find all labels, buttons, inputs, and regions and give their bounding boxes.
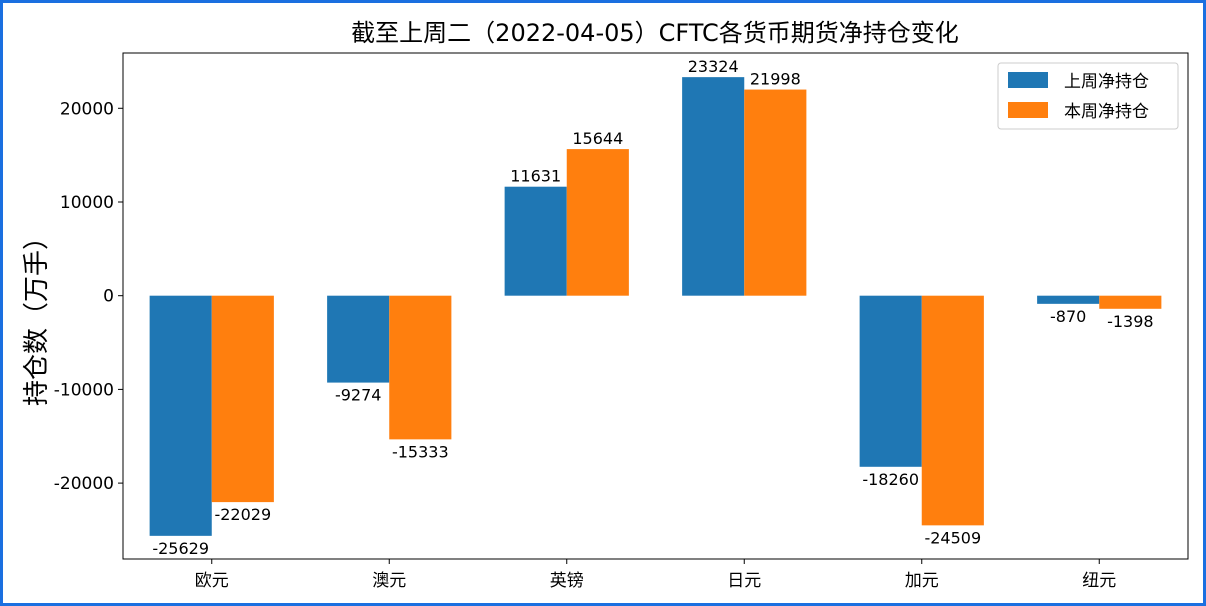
- y-tick-label: -10000: [54, 380, 114, 400]
- x-tick-label: 澳元: [372, 571, 406, 591]
- x-tick-label: 英镑: [550, 571, 584, 591]
- legend-swatch: [1008, 72, 1048, 88]
- data-label: -870: [1050, 307, 1086, 326]
- data-label: -22029: [214, 505, 271, 524]
- data-label: 21998: [750, 70, 801, 89]
- x-tick-label: 欧元: [195, 571, 229, 591]
- data-label: -18260: [862, 470, 919, 489]
- y-axis-label: 持仓数（万手）: [22, 224, 52, 406]
- bar: [859, 295, 922, 467]
- y-tick-label: 10000: [60, 193, 114, 213]
- bar: [921, 295, 984, 526]
- plot-area: -20000 -10000 0 10000 20000 欧元 澳元 英镑 日元 加元 纽元 -2562…: [54, 52, 1189, 591]
- legend-label: 上周净持仓: [1064, 72, 1149, 92]
- bar: [389, 295, 452, 440]
- bar-chart: 截至上周二（2022-04-05）CFTC各货币期货净持仓变化 持仓数（万手） …: [22, 19, 1189, 591]
- data-label: 11631: [510, 167, 561, 186]
- bar: [566, 149, 629, 296]
- bar: [149, 295, 212, 536]
- plot-border: [122, 52, 1189, 560]
- bar: [1099, 295, 1162, 309]
- legend-label: 本周净持仓: [1064, 102, 1149, 122]
- y-tick-label: 20000: [60, 99, 114, 119]
- chart-title: 截至上周二（2022-04-05）CFTC各货币期货净持仓变化: [351, 19, 959, 47]
- y-tick-label: 0: [103, 287, 114, 307]
- data-label: 23324: [688, 57, 739, 76]
- data-label: -9274: [335, 386, 382, 405]
- bar: [211, 295, 274, 503]
- bar: [504, 186, 567, 296]
- x-tick-label: 加元: [905, 571, 939, 591]
- data-label: 15644: [572, 129, 623, 148]
- legend-swatch: [1008, 102, 1048, 118]
- bar: [1037, 295, 1100, 304]
- data-label: -15333: [392, 442, 449, 461]
- data-label: -25629: [152, 539, 209, 558]
- data-label: -1398: [1107, 312, 1154, 331]
- y-tick-label: -20000: [54, 474, 114, 494]
- x-tick-label: 纽元: [1082, 571, 1116, 591]
- bar: [327, 295, 390, 383]
- x-tick-label: 日元: [727, 571, 761, 591]
- bar: [744, 89, 807, 296]
- bar: [682, 77, 745, 296]
- data-label: -24509: [924, 528, 981, 547]
